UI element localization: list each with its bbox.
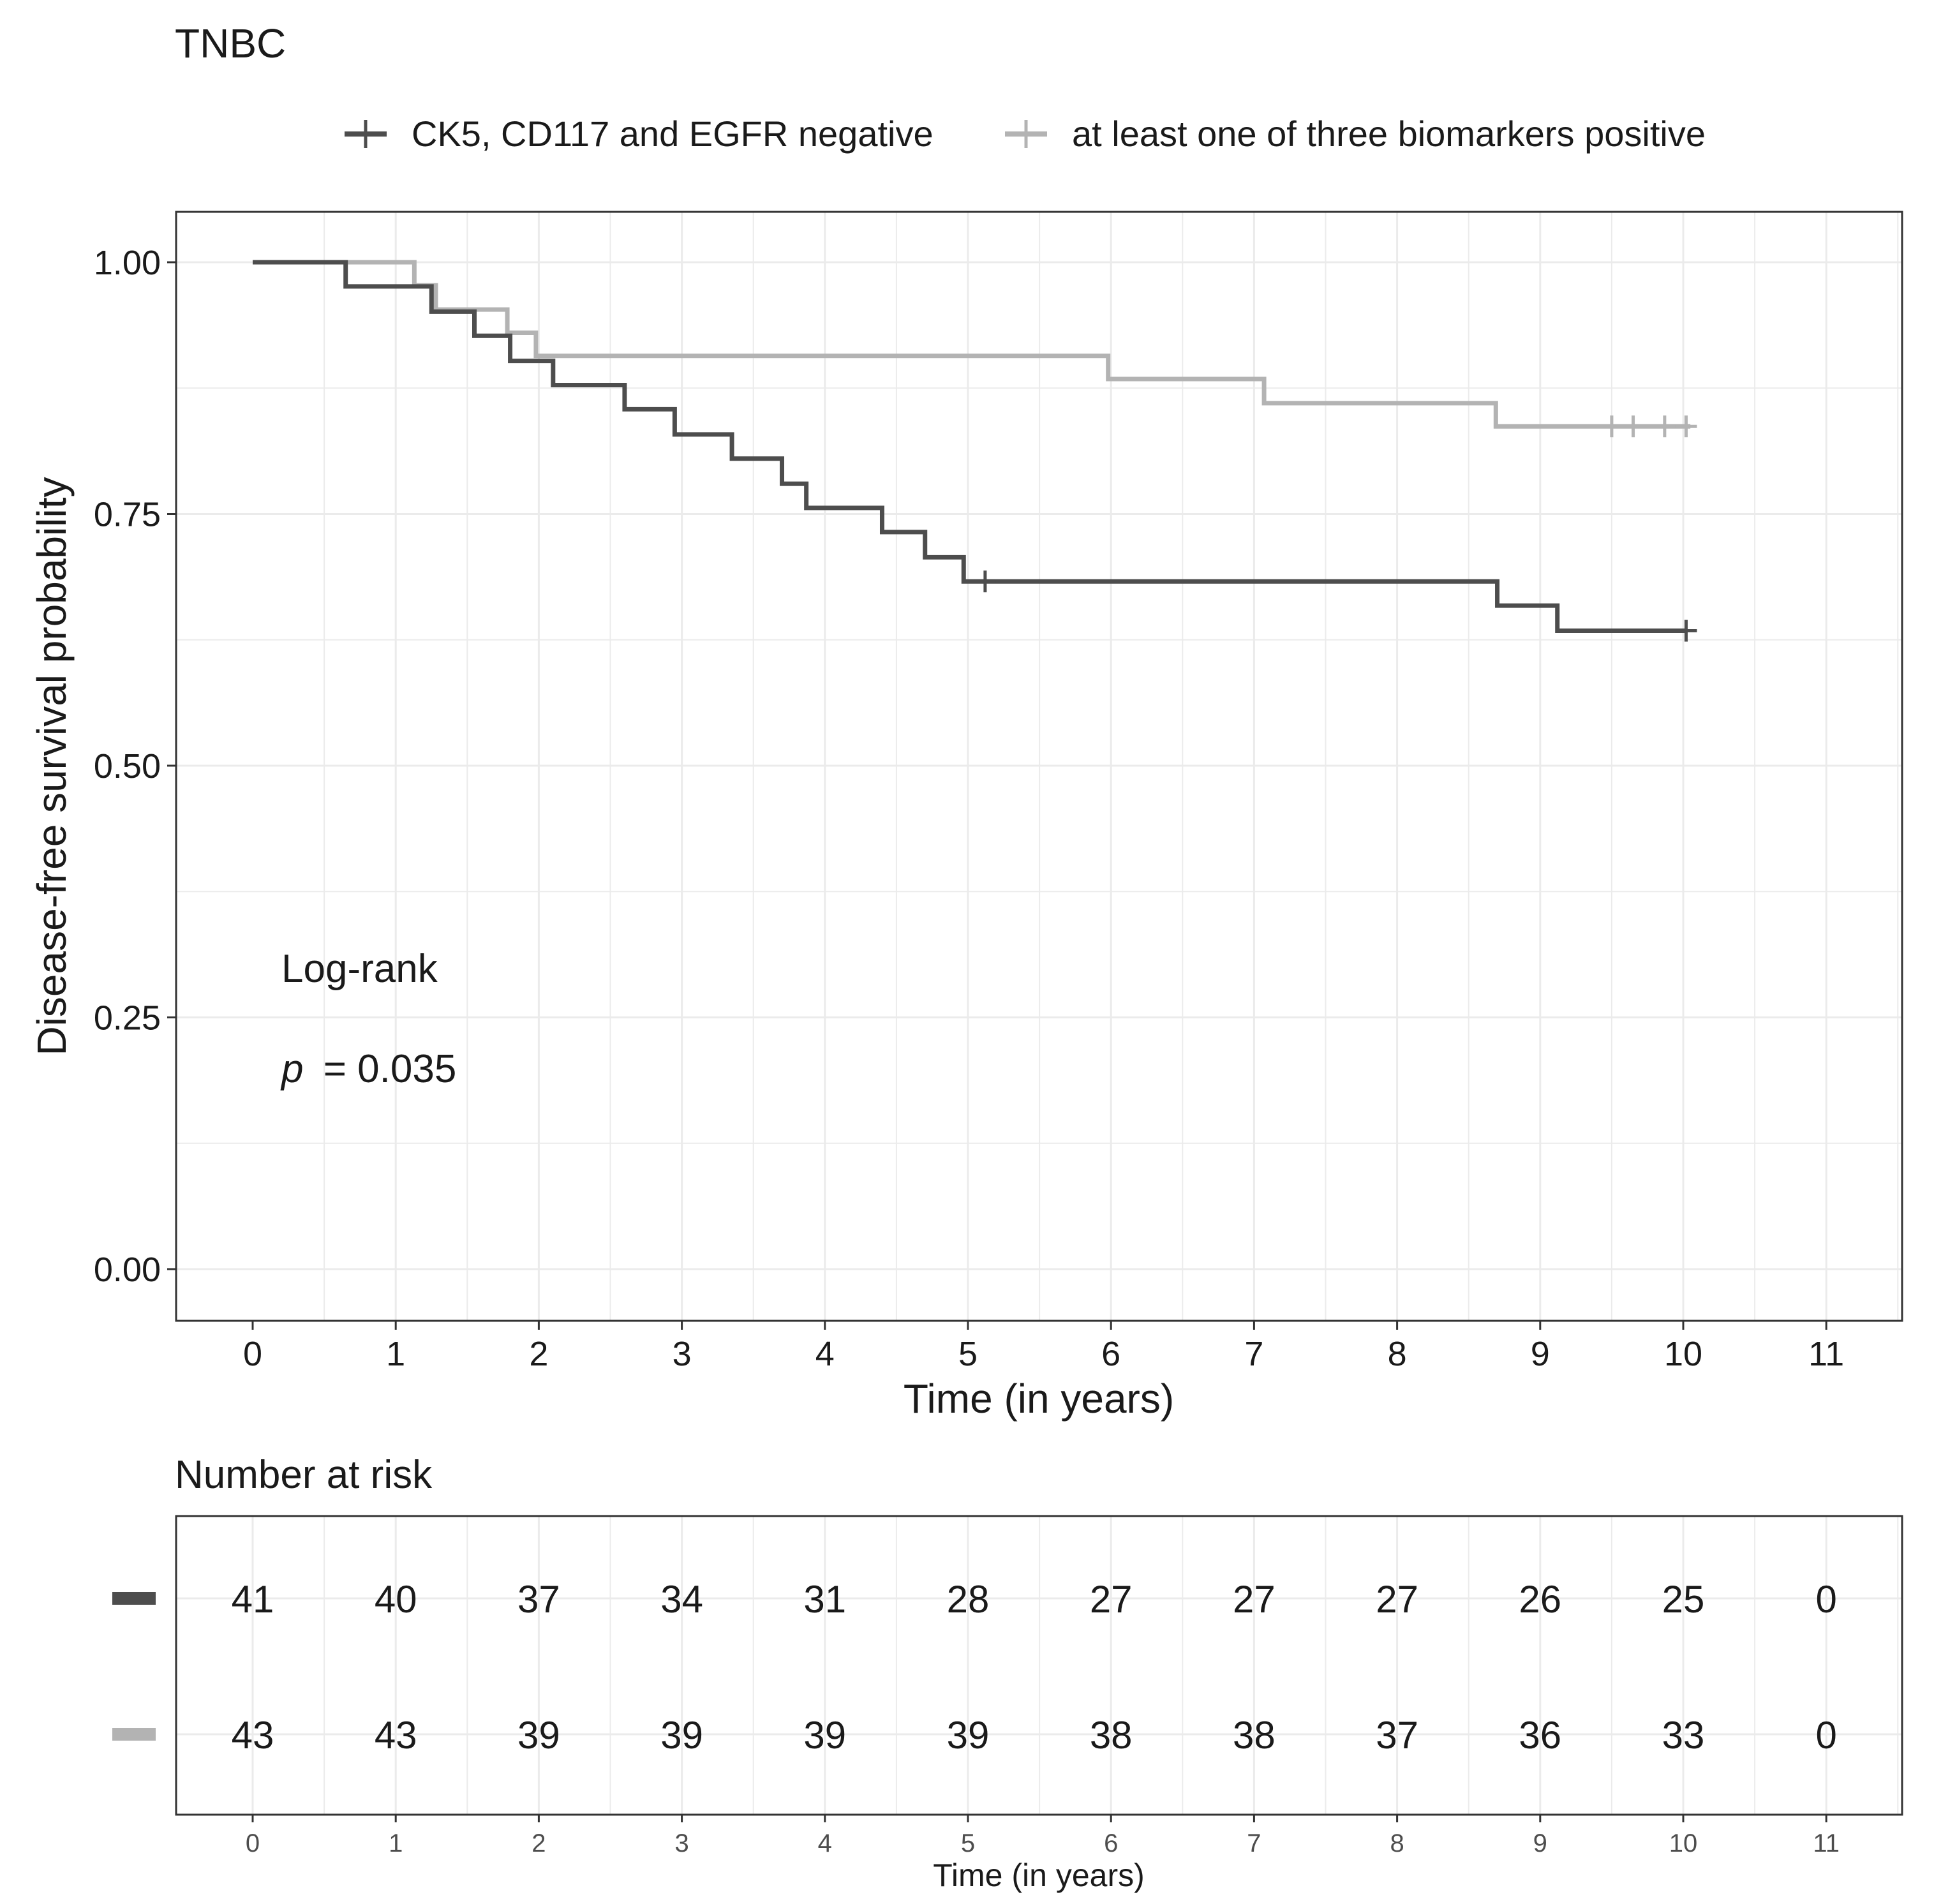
risk-table-x-axis: 0 1 2 3 4 5 6 7 8 9 10 11 [246,1815,1840,1857]
log-rank-annotation: Log-rank p = 0.035 [280,947,456,1091]
legend-item-positive: at least one of three biomarkers positiv… [1005,114,1706,154]
p-symbol: p [280,1047,303,1091]
risk-cell: 43 [232,1714,274,1757]
x-axis: 0 1 2 3 4 5 6 7 8 9 10 11 [243,1321,1844,1373]
legend-label-positive: at least one of three biomarkers positiv… [1072,114,1706,154]
risk-cell: 37 [1376,1714,1418,1757]
risk-row-1: 43 43 39 39 39 39 38 38 37 36 33 0 [232,1714,1837,1757]
y-tick-label: 0.50 [94,747,161,785]
risk-x-tick-label: 5 [961,1829,975,1857]
x-tick-label: 11 [1808,1335,1844,1373]
risk-cell: 38 [1233,1714,1276,1757]
risk-x-tick-label: 3 [674,1829,688,1857]
x-tick-label: 3 [673,1335,692,1373]
risk-cell: 26 [1519,1578,1561,1621]
y-axis-title: Disease-free survival probability [29,477,75,1055]
risk-row-0: 41 40 37 34 31 28 27 27 27 26 25 0 [232,1578,1837,1621]
risk-x-tick-label: 7 [1247,1829,1261,1857]
y-tick-label: 0.00 [94,1251,161,1289]
main-gridlines [176,212,1902,1321]
risk-x-tick-label: 1 [389,1829,403,1857]
y-tick-label: 0.75 [94,496,161,534]
risk-x-tick-label: 0 [246,1829,260,1857]
risk-cell: 25 [1662,1578,1705,1621]
legend-label-negative: CK5, CD117 and EGFR negative [412,114,934,154]
risk-cell: 0 [1816,1578,1837,1621]
risk-table-values: 41 40 37 34 31 28 27 27 27 26 25 0 43 43 39 39 39 39 38 38 3… [232,1578,1837,1757]
survival-plot: 0.00 0.25 0.50 0.75 1.00 0 1 2 3 4 5 6 7 8 9 10 11 Time… [29,211,1903,1422]
risk-x-tick-label: 4 [818,1829,832,1857]
risk-table-gridlines [176,1516,1902,1815]
risk-table-border [175,1515,1903,1816]
risk-x-tick-label: 9 [1533,1829,1547,1857]
x-tick-label: 0 [243,1335,262,1373]
x-tick-label: 8 [1388,1335,1407,1373]
risk-cell: 39 [517,1714,560,1757]
risk-x-tick-label: 2 [532,1829,546,1857]
risk-cell: 34 [660,1578,703,1621]
risk-cell: 39 [947,1714,990,1757]
x-tick-label: 2 [529,1335,548,1373]
risk-cell: 0 [1816,1714,1837,1757]
risk-row-key-0 [112,1592,156,1605]
p-value: = 0.035 [324,1047,457,1091]
risk-cell: 33 [1662,1714,1705,1757]
risk-cell: 27 [1090,1578,1133,1621]
chart-title: TNBC [175,20,286,66]
y-tick-label: 1.00 [94,244,161,282]
log-rank-label: Log-rank [281,947,438,991]
y-axis: 0.00 0.25 0.50 0.75 1.00 [94,244,176,1289]
risk-x-tick-label: 11 [1813,1829,1840,1857]
risk-cell: 27 [1233,1578,1276,1621]
risk-table-row-keys [112,1592,156,1741]
x-tick-label: 1 [386,1335,405,1373]
risk-cell: 41 [232,1578,274,1621]
x-tick-label: 9 [1531,1335,1550,1373]
x-tick-label: 7 [1244,1335,1263,1373]
risk-cell: 28 [947,1578,990,1621]
risk-x-tick-label: 8 [1390,1829,1404,1857]
legend-item-negative: CK5, CD117 and EGFR negative [345,114,934,154]
y-tick-label: 0.25 [94,999,161,1038]
x-axis-title: Time (in years) [904,1376,1174,1422]
risk-table-title: Number at risk [175,1453,433,1497]
risk-cell: 38 [1090,1714,1133,1757]
x-tick-label: 6 [1101,1335,1120,1373]
risk-cell: 27 [1376,1578,1418,1621]
risk-table: Number at risk 41 40 37 34 31 28 27 27 27 26 25 043… [112,1453,1903,1893]
risk-table-x-axis-title: Time (in years) [933,1857,1145,1893]
risk-cell: 39 [660,1714,703,1757]
risk-cell: 39 [803,1714,846,1757]
risk-cell: 43 [375,1714,417,1757]
risk-x-tick-label: 6 [1104,1829,1118,1857]
risk-cell: 40 [375,1578,417,1621]
risk-cell: 37 [517,1578,560,1621]
risk-row-key-1 [112,1728,156,1741]
risk-cell: 31 [803,1578,846,1621]
survival-curve-0 [253,260,1686,634]
risk-cell: 36 [1519,1714,1561,1757]
risk-x-tick-label: 10 [1669,1829,1698,1857]
p-value-label: p = 0.035 [280,1047,456,1091]
x-tick-label: 10 [1664,1335,1702,1373]
survival-curves [253,260,1697,642]
x-tick-label: 4 [815,1335,835,1373]
legend: CK5, CD117 and EGFR negative at least on… [345,114,1706,154]
x-tick-label: 5 [958,1335,978,1373]
series-0 [253,260,1697,642]
